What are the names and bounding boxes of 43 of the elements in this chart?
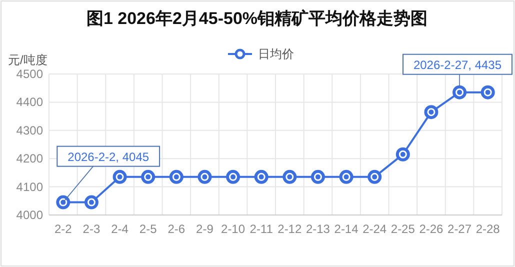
x-tick-label: 2-9 (196, 222, 214, 236)
y-tick-label: 4000 (16, 208, 44, 222)
x-tick-label: 2-3 (82, 222, 100, 236)
y-tick-label: 4300 (16, 123, 44, 138)
point (339, 170, 354, 184)
point (226, 170, 240, 184)
point (452, 85, 467, 100)
point (396, 147, 410, 162)
annotation: 2026-2-2, 4045 (68, 150, 150, 164)
point (368, 170, 382, 184)
x-tick-label: 2-6 (168, 222, 186, 236)
point (310, 170, 325, 184)
point (198, 170, 212, 184)
x-tick-label: 2-2 (54, 222, 72, 236)
x-tick-label: 2-14 (334, 222, 359, 236)
x-tick-label: 2-11 (250, 222, 274, 236)
point (169, 170, 184, 184)
x-tick-label: 2-28 (476, 222, 500, 236)
chart-title: 图1 2026年2月45-50%钼精矿平均价格走势图 (86, 9, 428, 28)
x-tick-label: 2-5 (139, 222, 158, 236)
x-tick-label: 2-24 (362, 222, 387, 236)
x-tick-label: 2-26 (419, 222, 444, 236)
point (141, 170, 156, 184)
x-tick-label: 2-25 (390, 222, 416, 236)
annotation: 2026-2-27, 4435 (413, 58, 502, 72)
y-tick-label: 4200 (16, 152, 44, 166)
y-tick-label: 4500 (16, 67, 44, 81)
x-tick-label: 2-13 (306, 222, 330, 236)
x-tick-label: 2-4 (111, 222, 129, 236)
x-tick-label: 2-27 (448, 222, 472, 236)
point (424, 105, 438, 120)
x-tick-label: 2-10 (221, 222, 246, 236)
point (84, 195, 98, 210)
y-tick-label: 4400 (16, 95, 44, 110)
point (112, 170, 127, 184)
point (282, 170, 297, 184)
y-axis-title: 元/吨度 (8, 53, 48, 67)
point (56, 195, 70, 210)
point (480, 85, 495, 100)
x-tick-label: 2-12 (278, 222, 302, 236)
legend-label: 日均价 (258, 47, 294, 61)
y-tick-label: 4100 (16, 180, 44, 194)
point (254, 170, 268, 184)
